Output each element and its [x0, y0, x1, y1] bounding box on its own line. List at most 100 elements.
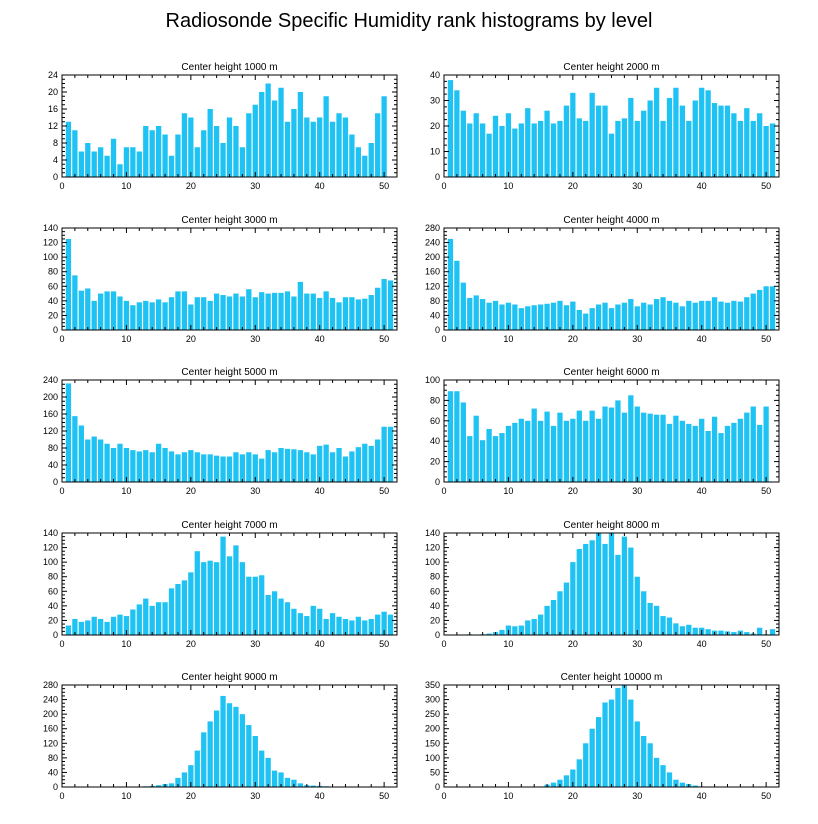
y-tick-label: 80: [430, 572, 440, 582]
bar: [355, 616, 361, 635]
bar: [686, 120, 692, 177]
bar: [65, 121, 72, 177]
bar: [226, 117, 233, 177]
bar: [711, 416, 718, 482]
x-tick-label: 50: [761, 486, 771, 496]
y-tick-label: 240: [43, 695, 58, 705]
bar: [544, 411, 550, 482]
y-tick-label: 0: [435, 477, 440, 487]
x-tick-label: 30: [632, 334, 642, 344]
y-tick-label: 60: [48, 586, 58, 596]
bar: [336, 448, 342, 482]
bar: [647, 100, 653, 177]
bar: [188, 572, 194, 635]
bar: [744, 297, 750, 330]
bar: [342, 618, 349, 635]
bar: [763, 126, 769, 177]
bar: [628, 699, 634, 787]
bar: [130, 305, 136, 330]
bar: [91, 151, 97, 177]
bar: [499, 304, 505, 330]
y-tick-label: 100: [425, 375, 440, 385]
y-tick-label: 160: [43, 409, 58, 419]
x-tick-label: 40: [697, 334, 707, 344]
bar: [110, 616, 117, 635]
x-tick-label: 40: [315, 334, 325, 344]
bar: [666, 772, 673, 787]
bar: [317, 117, 323, 177]
bar: [323, 291, 329, 330]
bar: [602, 702, 608, 787]
bar: [72, 416, 78, 482]
bar: [265, 594, 271, 635]
bar: [271, 591, 278, 635]
y-tick-label: 120: [43, 238, 58, 248]
bar: [576, 118, 582, 177]
bar: [284, 777, 291, 787]
y-tick-label: 40: [48, 767, 58, 777]
bar: [91, 436, 97, 482]
x-tick-label: 20: [186, 334, 196, 344]
bar: [259, 92, 265, 177]
bar: [583, 313, 589, 330]
bar: [342, 297, 349, 330]
bar: [123, 147, 130, 177]
bar: [317, 297, 323, 330]
bar: [679, 420, 686, 482]
y-tick-label: 140: [43, 223, 58, 233]
y-tick-label: 150: [425, 738, 440, 748]
bar: [278, 772, 284, 787]
bar: [317, 608, 323, 635]
bar: [85, 288, 91, 330]
y-tick-label: 40: [430, 436, 440, 446]
bar: [711, 297, 718, 330]
bar: [544, 605, 550, 635]
bar: [550, 600, 557, 635]
bar: [447, 391, 454, 482]
panel-title: Center height 5000 m: [181, 367, 277, 378]
bar: [336, 302, 342, 330]
bar: [647, 304, 653, 330]
x-tick-label: 30: [632, 791, 642, 801]
x-tick-label: 50: [761, 334, 771, 344]
bar: [634, 120, 640, 177]
bar: [505, 113, 512, 177]
bar: [252, 454, 258, 482]
bar: [505, 425, 512, 482]
bar: [136, 604, 142, 635]
y-tick-label: 160: [425, 267, 440, 277]
bar: [72, 618, 78, 635]
bar: [589, 410, 595, 482]
bar: [342, 117, 349, 177]
bar: [583, 743, 589, 787]
bar: [278, 448, 284, 482]
bar: [467, 297, 473, 330]
bar: [473, 295, 479, 330]
bar: [201, 562, 207, 635]
bar: [621, 412, 628, 482]
bar: [117, 164, 123, 177]
bar: [679, 626, 686, 635]
bar: [499, 126, 505, 177]
bar: [718, 433, 724, 482]
bar: [673, 415, 679, 482]
bar: [381, 611, 387, 635]
bar: [595, 418, 602, 482]
bar: [201, 130, 207, 177]
y-tick-label: 60: [430, 416, 440, 426]
bar: [570, 769, 576, 787]
bar: [136, 451, 142, 482]
bar: [284, 291, 291, 330]
bar: [143, 598, 149, 635]
y-tick-label: 80: [48, 267, 58, 277]
bar: [518, 123, 524, 177]
bar: [246, 113, 252, 177]
panel-2: Center height 2000 m 0 10 20 30 40 50 0 10 20 30 40: [430, 62, 780, 191]
bar: [673, 623, 679, 635]
bar: [505, 302, 512, 330]
x-tick-label: 30: [250, 334, 260, 344]
x-tick-label: 0: [441, 791, 446, 801]
bar: [117, 296, 123, 330]
bar: [104, 155, 110, 177]
